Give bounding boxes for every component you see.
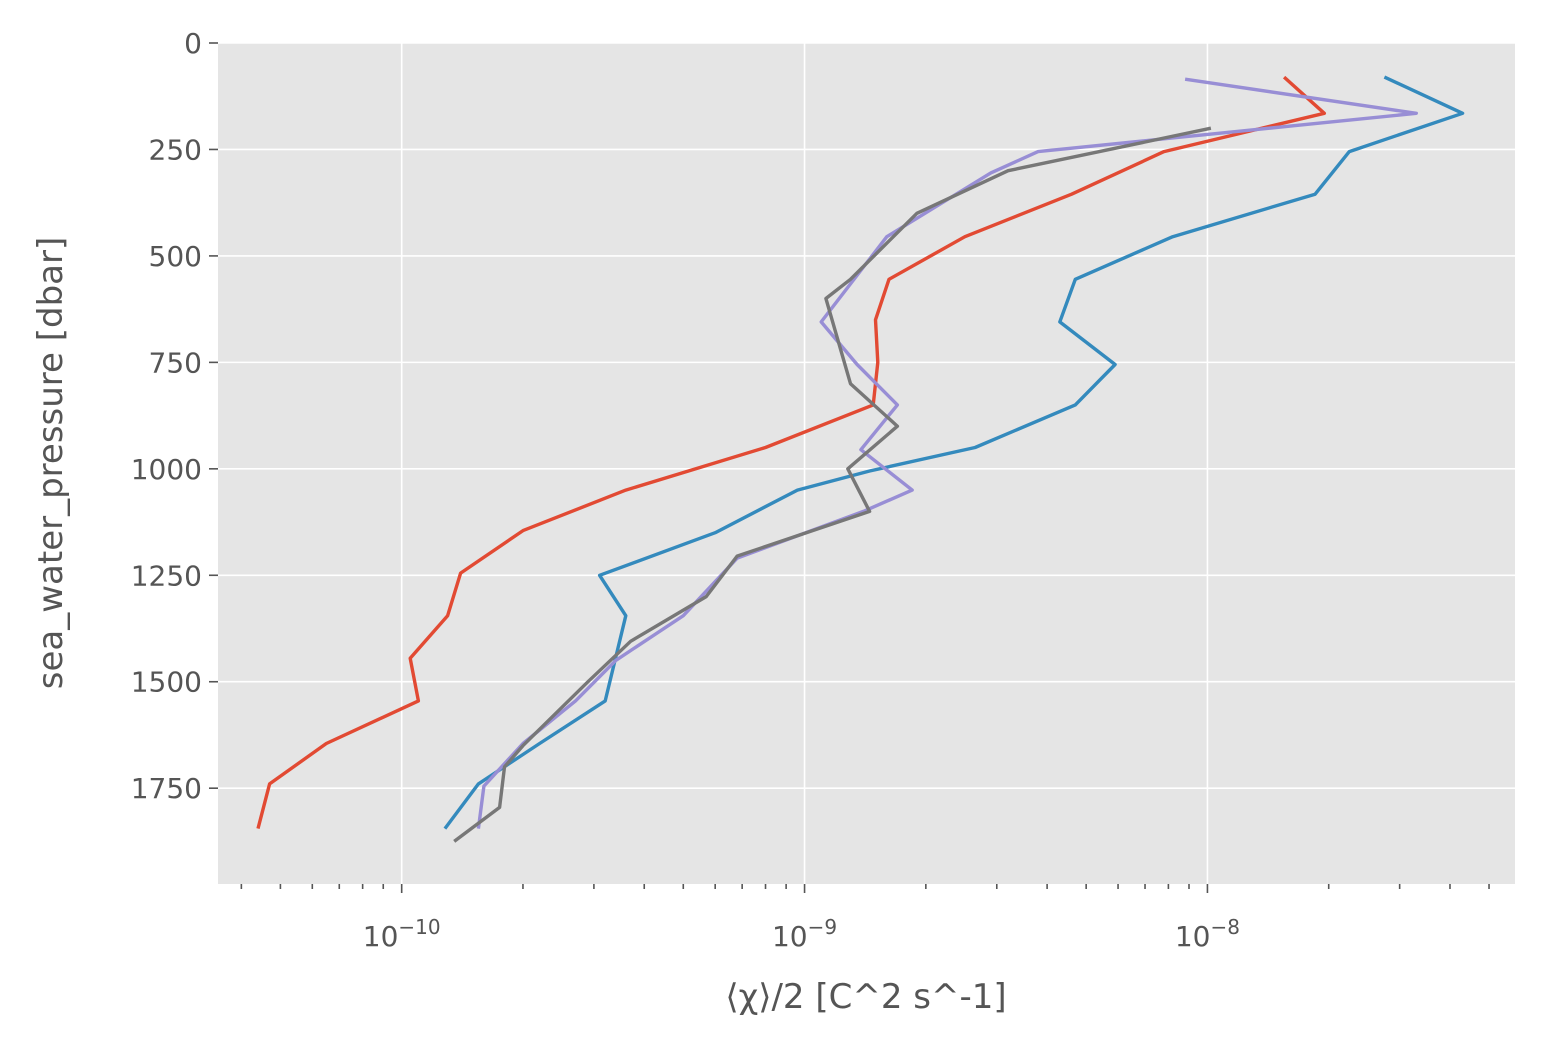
series-lines [256,75,1465,843]
y-tick-label: 500 [149,240,202,273]
series-line-1 [256,75,1327,830]
y-tick-label: 0 [184,27,202,60]
plot-background [218,43,1515,884]
series-line-2 [443,75,1465,830]
y-tick-label: 1750 [131,772,202,805]
y-tick-label: 1500 [131,666,202,699]
axes: 0 250 500 750 1000 1250 1500 1750 10−10 10−9 10−8 [131,27,1490,953]
y-axis-label: sea_water_pressure [dbar] [31,237,71,690]
series-line-4 [453,126,1212,843]
y-tick-label: 750 [149,346,202,379]
series-line-3 [476,77,1419,829]
y-tick-label: 250 [149,133,202,166]
x-tick-label: 10−10 [363,915,441,953]
x-tick-label: 10−8 [1175,915,1240,953]
x-axis-label: ⟨χ⟩/2 [C^2 s^-1] [725,977,1006,1017]
x-tick-label: 10−9 [772,915,837,953]
grid-lines [218,42,1515,884]
y-tick-label: 1250 [131,559,202,592]
y-tick-label: 1000 [131,453,202,486]
